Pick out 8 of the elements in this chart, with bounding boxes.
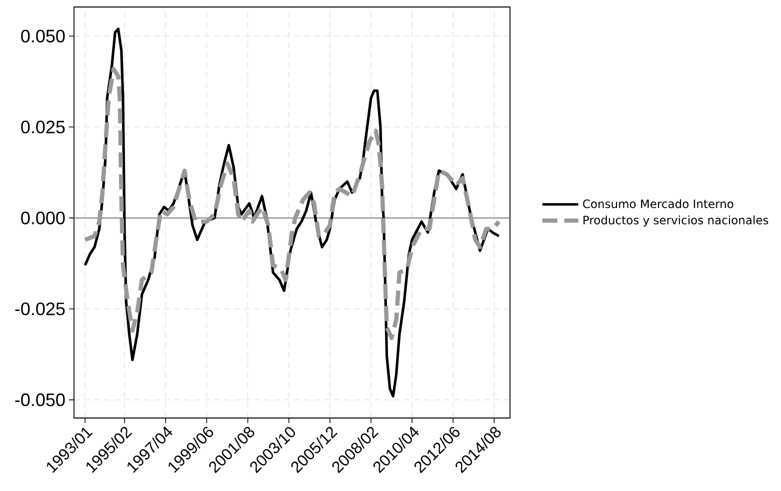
y-tick-label: -0.050 [15, 393, 65, 406]
line-series [82, 66, 502, 340]
legend-label: Productos y servicios nacionales [584, 216, 768, 227]
legend-label: Consumo Mercado Interno [583, 199, 734, 208]
y-tick-label: 0.050 [21, 30, 65, 42]
y-tick-label: -0.025 [15, 302, 65, 316]
y-tick-label: 0.025 [21, 120, 65, 134]
y-tick-label: 0.000 [21, 212, 65, 224]
